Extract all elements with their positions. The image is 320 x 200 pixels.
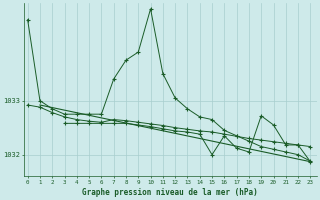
X-axis label: Graphe pression niveau de la mer (hPa): Graphe pression niveau de la mer (hPa) (82, 188, 258, 197)
